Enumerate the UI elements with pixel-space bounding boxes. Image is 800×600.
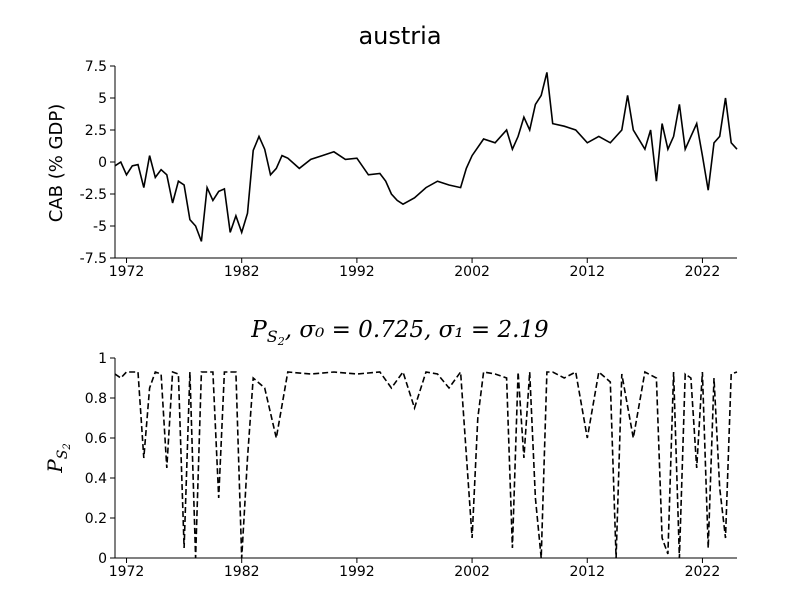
chart-top-y-tick-label: 7.5: [85, 59, 107, 75]
chart-bottom-title-p: P: [250, 317, 267, 343]
chart-bottom-title-rest: , σ₀ = 0.725, σ₁ = 2.19: [285, 317, 549, 343]
chart-top-y-tick-label: -2.5: [80, 187, 107, 203]
chart-bottom-x-tick-label: 1992: [339, 564, 375, 580]
chart-top-y-axis-label: CAB (% GDP): [46, 104, 67, 223]
chart-top-x-tick-label: 2002: [454, 264, 490, 280]
chart-bottom-y-tick-label: 1: [98, 351, 107, 367]
chart-top-x-tick-label: 2012: [569, 264, 605, 280]
chart-bottom-ylabel-sub-2: 2: [62, 443, 73, 450]
chart-bottom-x-tick-label: 1972: [109, 564, 145, 580]
chart-bottom-ylabel-p: P: [43, 459, 67, 474]
chart-bottom-x-tick-label: 2002: [454, 564, 490, 580]
chart-top-title: austria: [358, 22, 441, 50]
chart-top-x-tick-label: 1992: [339, 264, 375, 280]
chart-top: austria CAB (% GDP) 1972 1982 1992 2002 2012…: [46, 22, 738, 280]
chart-top-y-tick-label: 0: [98, 155, 107, 171]
chart-bottom-x-tick-label: 2012: [569, 564, 605, 580]
chart-top-y-tick-label: -7.5: [80, 251, 107, 267]
chart-top-y-tick-label: 5: [98, 91, 107, 107]
chart-bottom-y-tick-label: 0.4: [85, 471, 107, 487]
chart-bottom-y-tick-label: 0.8: [85, 391, 107, 407]
chart-bottom: PS2, σ₀ = 0.725, σ₁ = 2.19 PS2 1972 1982 1…: [43, 317, 738, 580]
chart-top-series-line: [114, 72, 738, 242]
chart-bottom-y-tick-label: 0.2: [85, 511, 107, 527]
chart-top-y-tick-label: 2.5: [85, 123, 107, 139]
chart-bottom-x-tick-label: 2022: [685, 564, 721, 580]
chart-bottom-title-sub-2: 2: [277, 335, 285, 348]
chart-bottom-title-sub-s: S: [267, 327, 278, 346]
chart-top-ticks: [110, 65, 703, 263]
chart-bottom-y-axis-label: PS2: [43, 443, 73, 473]
chart-top-x-tick-labels: 1972 1982 1992 2002 2012 2022: [109, 264, 721, 280]
chart-top-x-tick-label: 1982: [224, 264, 260, 280]
chart-bottom-y-tick-labels: 1 0.8 0.6 0.4 0.2 0: [85, 351, 107, 567]
chart-top-y-tick-labels: 7.5 5 2.5 0 -2.5 -5 -7.5: [80, 59, 107, 267]
chart-bottom-ylabel-sub-s: S: [55, 450, 71, 460]
chart-bottom-series-line: [114, 369, 738, 559]
chart-bottom-y-tick-label: 0.6: [85, 431, 107, 447]
chart-bottom-x-tick-label: 1982: [224, 564, 260, 580]
chart-bottom-ticks: [110, 357, 703, 563]
chart-bottom-x-tick-labels: 1972 1982 1992 2002 2012 2022: [109, 564, 721, 580]
chart-top-x-tick-label: 1972: [109, 264, 145, 280]
chart-bottom-title: PS2, σ₀ = 0.725, σ₁ = 2.19: [250, 317, 548, 348]
chart-top-y-tick-label: -5: [93, 219, 107, 235]
chart-top-x-tick-label: 2022: [685, 264, 721, 280]
chart-bottom-y-tick-label: 0: [98, 551, 107, 567]
